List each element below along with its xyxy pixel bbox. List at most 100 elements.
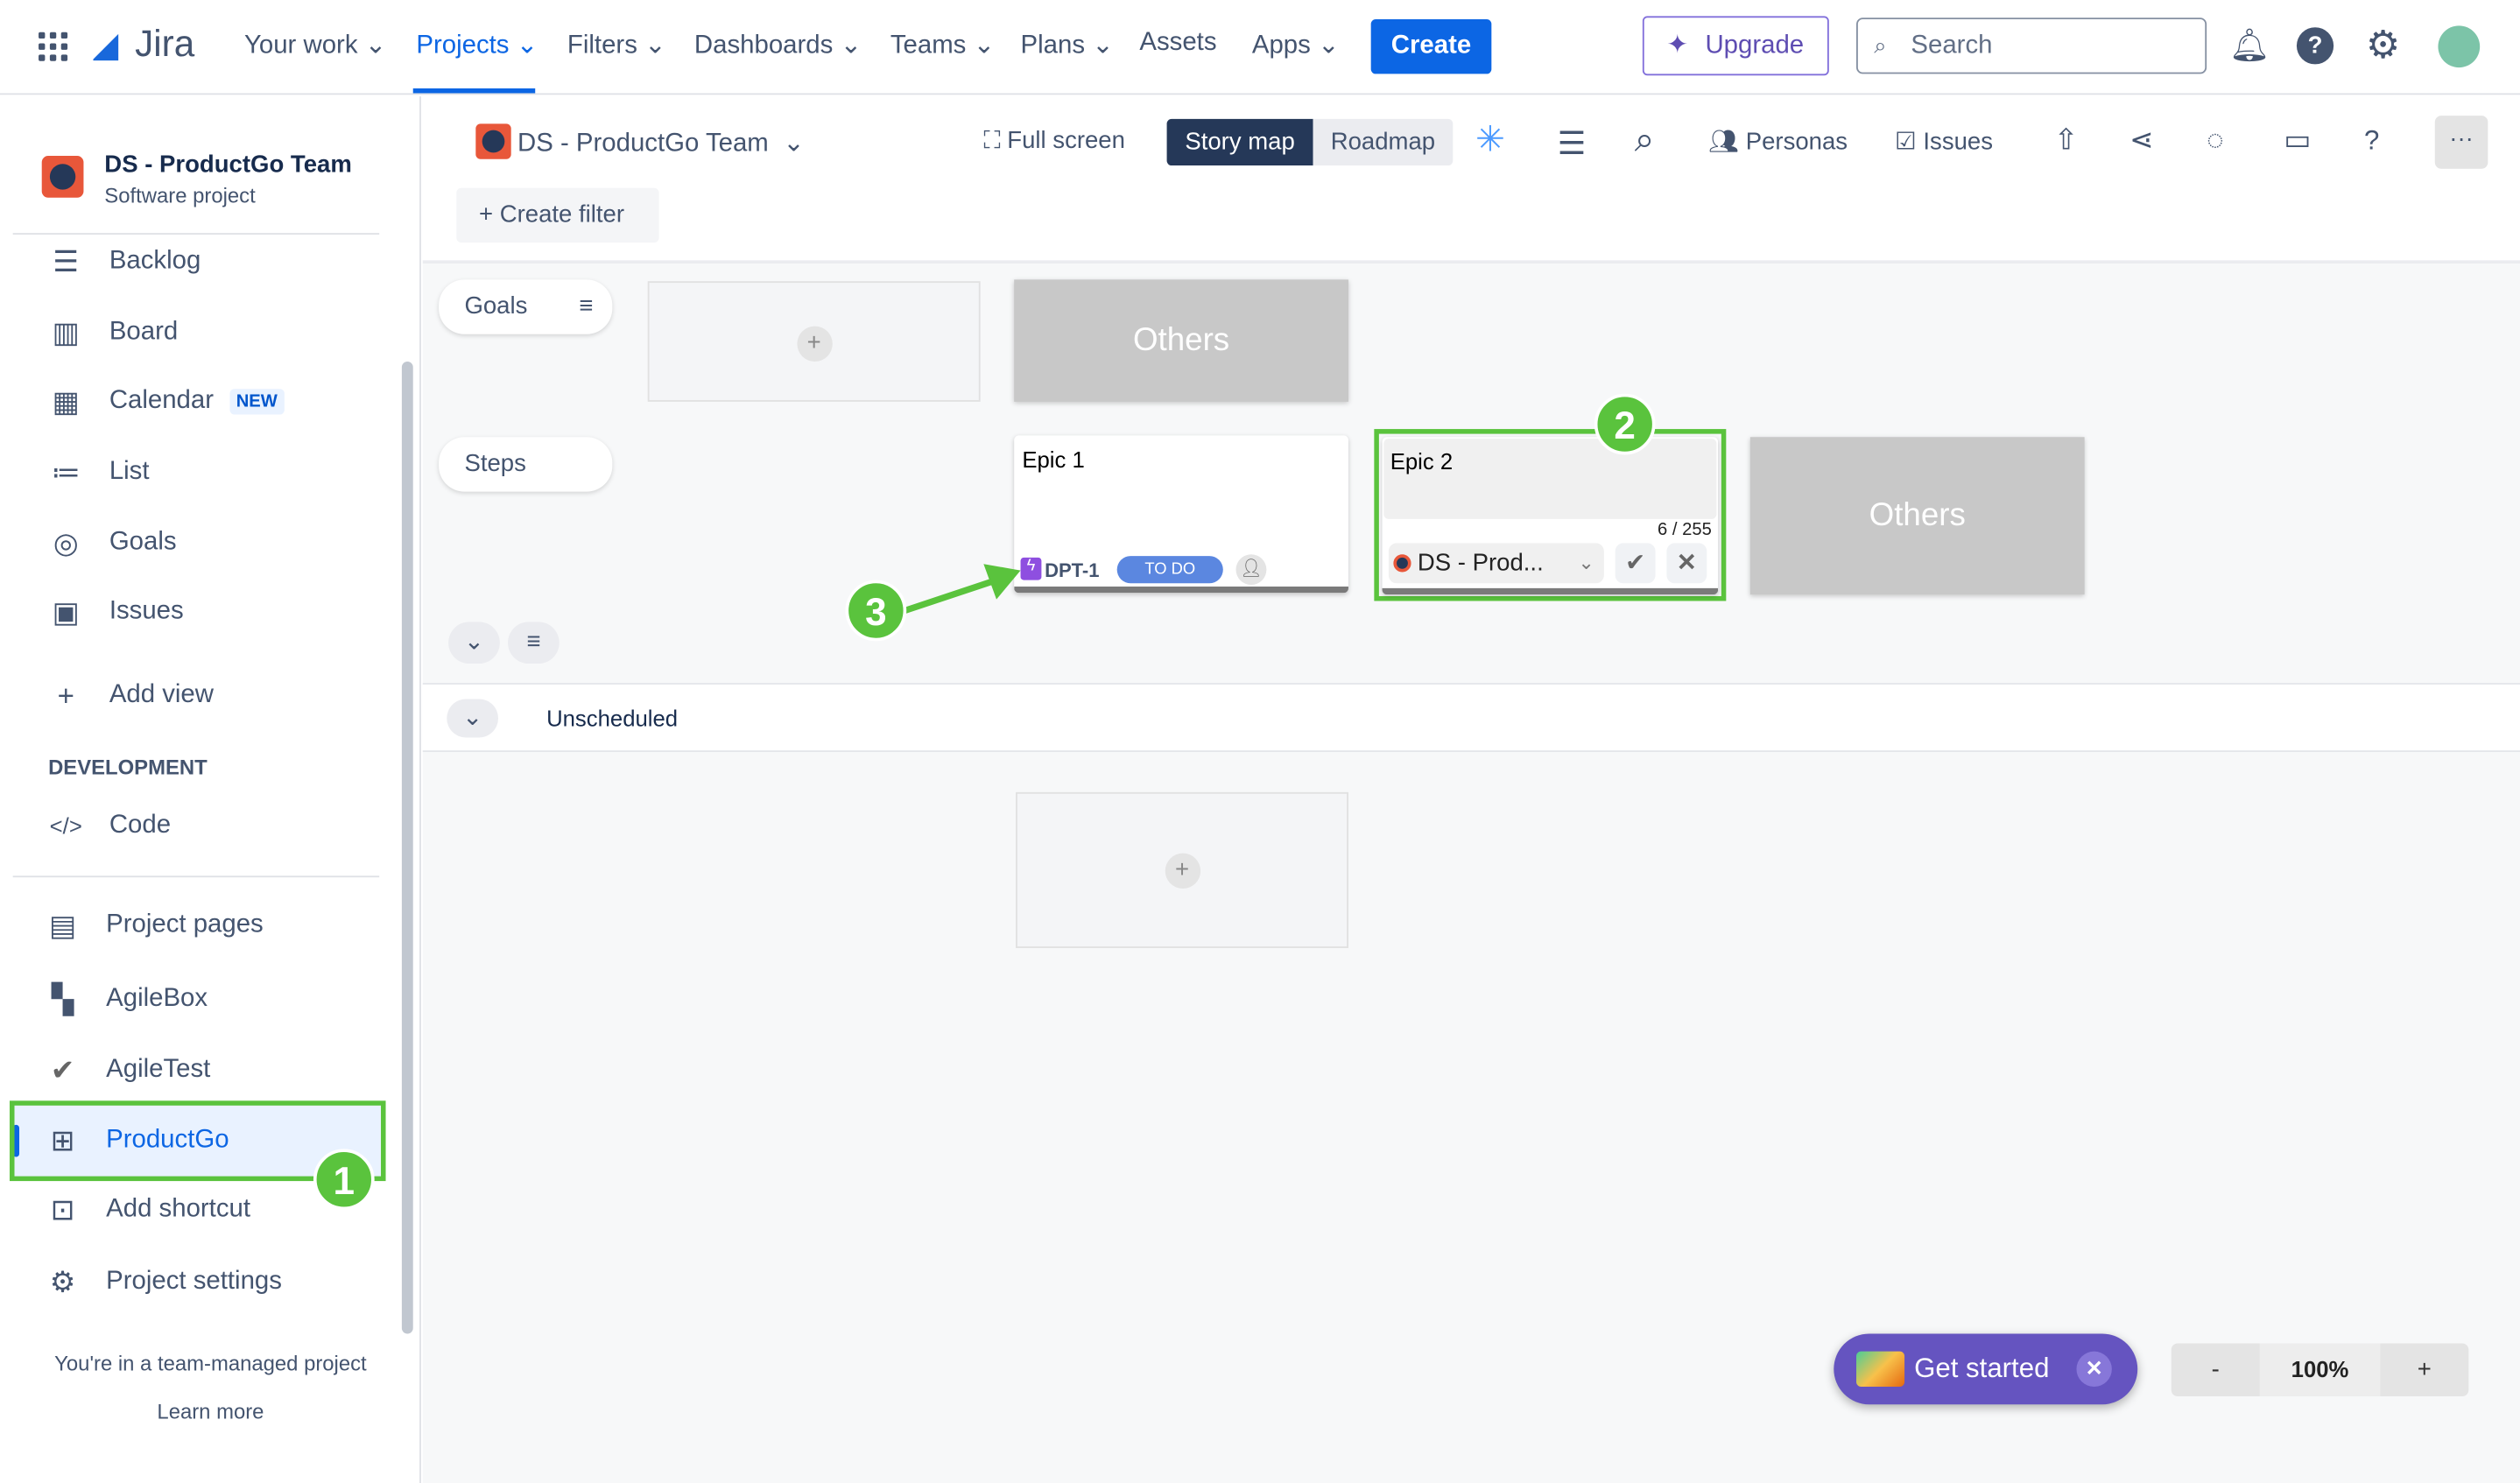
nav-label: Apps [1251, 32, 1311, 60]
personas-button[interactable]: 👥︎ Personas [1708, 127, 1848, 156]
sidebar-item-productgo[interactable]: ⊞ ProductGo [45, 1121, 229, 1160]
plus-icon: + [478, 200, 494, 228]
nav-label: Your work [243, 32, 358, 60]
sidebar-item-project-settings[interactable]: ⚙ Project settings [45, 1263, 282, 1302]
app-switcher-icon[interactable] [39, 32, 68, 61]
create-button[interactable]: Create [1370, 19, 1492, 74]
epic-title-input[interactable]: Epic 2 [1383, 439, 1717, 519]
jira-logo[interactable]: Jira [135, 22, 195, 65]
sidebar-item-issues[interactable]: ▣ Issues [48, 593, 184, 631]
nav-apps[interactable]: Apps ⌄ [1251, 32, 1340, 60]
sidebar-item-backlog[interactable]: ☰ Backlog [48, 242, 201, 281]
issues-icon: ▣ [52, 595, 80, 628]
filter-icon[interactable]: ≡ [579, 292, 594, 320]
sidebar-item-code[interactable]: </> Code [48, 806, 171, 845]
project-name: DS - ProductGo Team [104, 151, 352, 179]
card-view-icon[interactable]: ▭ [2284, 123, 2312, 157]
create-filter-label: Create filter [499, 200, 625, 228]
story-map-tab[interactable]: Story map [1166, 118, 1313, 166]
share-icon[interactable]: ⋖ [2129, 123, 2154, 157]
export-icon[interactable]: ⇧ [2053, 123, 2079, 157]
create-filter-button[interactable]: + Create filter [456, 187, 659, 243]
search-icon[interactable]: ⌕ [1634, 118, 1655, 159]
project-avatar-icon [475, 123, 511, 159]
collapse-all-button[interactable]: ⌄ [448, 622, 500, 664]
zoom-level: 100% [2259, 1343, 2381, 1397]
zoom-out-button[interactable]: - [2211, 1356, 2220, 1384]
active-indicator [12, 1124, 20, 1157]
jira-logo-icon[interactable]: ◢ [93, 29, 118, 65]
fullscreen-button[interactable]: ⛶ Full screen [983, 127, 1125, 154]
issue-key[interactable]: DPT-1 [1045, 559, 1100, 582]
annotation-arrow [898, 564, 1021, 615]
plus-icon: + [57, 678, 74, 712]
project-select[interactable]: DS - Prod... ⌄ [1388, 543, 1604, 584]
issues-icon: ☑ [1895, 128, 1917, 157]
goals-row-header[interactable]: Goals ≡ [439, 279, 613, 334]
sidebar-item-label: Project settings [106, 1268, 282, 1296]
nav-dashboards[interactable]: Dashboards ⌄ [693, 32, 862, 60]
settings-icon[interactable]: ⚙ [2365, 24, 2401, 68]
more-options-button[interactable]: ··· [2434, 116, 2488, 169]
sidebar-item-agilebox[interactable]: ▚ AgileBox [45, 980, 208, 1019]
sidebar-item-list[interactable]: ≔ List [48, 453, 150, 492]
sidebar-item-project-pages[interactable]: ▤ Project pages [45, 906, 264, 945]
sidebar-item-add-view[interactable]: + Add view [48, 677, 214, 715]
menu-icon[interactable]: ☰ [1557, 127, 1587, 163]
checkmark-icon: ✔ [50, 1053, 75, 1086]
nav-plans[interactable]: Plans ⌄ [1020, 32, 1114, 60]
code-icon: </> [49, 812, 82, 840]
add-goal-slot[interactable]: + [647, 281, 981, 402]
chevron-down-icon[interactable]: ⌄ [447, 699, 499, 738]
roadmap-tab[interactable]: Roadmap [1313, 118, 1454, 166]
epic-type-icon: ϟ [1020, 557, 1042, 580]
zoom-in-button[interactable]: + [2417, 1356, 2432, 1384]
sidebar-item-goals[interactable]: ◎ Goals [48, 524, 177, 562]
ai-sparkle-icon[interactable]: ✳ [1475, 118, 1505, 159]
others-goal-card[interactable]: Others [1014, 279, 1348, 402]
others-step-card[interactable]: Others [1749, 437, 2085, 595]
sidebar-item-label: Backlog [109, 247, 201, 275]
sidebar-item-board[interactable]: ▥ Board [48, 313, 179, 352]
upgrade-button[interactable]: ✦ Upgrade [1642, 16, 1829, 76]
nav-your-work[interactable]: Your work ⌄ [243, 32, 387, 60]
filter-button[interactable]: ≡ [508, 622, 560, 664]
project-avatar-icon [41, 156, 84, 198]
sidebar-item-label: ProductGo [106, 1126, 229, 1154]
sidebar-item-calendar[interactable]: ▦ Calendar NEW [48, 383, 285, 421]
sidebar-item-label: AgileTest [106, 1055, 211, 1084]
nav-assets[interactable]: Assets [1139, 29, 1217, 57]
help-icon[interactable]: ? [2364, 125, 2380, 157]
close-icon[interactable]: ✕ [2076, 1351, 2112, 1388]
sidebar-item-label: Board [109, 318, 179, 346]
epic-1-card[interactable]: Epic 1 ϟ DPT-1 TO DO 👤︎ [1014, 435, 1348, 594]
notifications-icon[interactable]: 🔔︎ [2228, 29, 2270, 65]
avatar[interactable] [2438, 25, 2481, 68]
nav-projects[interactable]: Projects ⌄ [416, 32, 538, 60]
search-input[interactable]: ⌕ Search [1856, 18, 2207, 74]
arrow-line [898, 577, 998, 615]
learn-more-link[interactable]: Learn more [157, 1399, 264, 1424]
highlight-box-1 [10, 1100, 386, 1182]
assignee-icon[interactable]: 👤︎ [1235, 554, 1267, 586]
settings-icon: ⚙ [49, 1265, 76, 1298]
project-selector[interactable]: DS - ProductGo Team ⌄ [517, 130, 805, 158]
section-heading: DEVELOPMENT [48, 755, 208, 780]
plus-icon: + [796, 326, 832, 362]
project-type: Software project [104, 183, 256, 207]
sidebar-item-add-shortcut[interactable]: ⊡ Add shortcut [45, 1191, 250, 1229]
issues-button[interactable]: ☑ Issues [1895, 127, 1993, 156]
confirm-button[interactable]: ✔ [1615, 543, 1656, 584]
sidebar-item-agiletest[interactable]: ✔ AgileTest [45, 1051, 211, 1089]
add-story-slot[interactable]: + [1016, 791, 1348, 948]
sidebar-scrollbar[interactable] [401, 361, 413, 1334]
nav-filters[interactable]: Filters ⌄ [567, 32, 666, 60]
goals-label: Goals [464, 292, 528, 320]
help-icon[interactable]: ? [2296, 27, 2334, 65]
cancel-button[interactable]: ✕ [1666, 543, 1707, 584]
epic-2-card: Epic 2 6 / 255 DS - Prod... ⌄ ✔ ✕ [1382, 437, 1719, 595]
nav-teams[interactable]: Teams ⌄ [890, 32, 996, 60]
get-started-button[interactable]: Get started ✕ [1834, 1333, 2138, 1405]
status-badge[interactable]: TO DO [1116, 556, 1223, 584]
comment-icon[interactable]: ◌ [2207, 123, 2224, 157]
